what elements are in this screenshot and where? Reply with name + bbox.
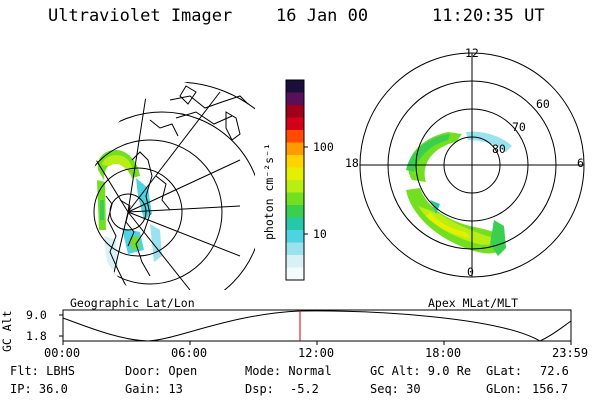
colorbar-cell <box>286 192 304 206</box>
colorbar-cell <box>286 155 304 168</box>
glon-value: 156.7 <box>532 382 569 396</box>
glat-value: 72.6 <box>540 364 569 378</box>
colorbar-cell <box>286 130 304 143</box>
colorbar-cell <box>286 205 304 218</box>
colorbar-cell <box>286 105 304 118</box>
colorbar-label: photon cm⁻²s⁻¹ <box>262 143 276 240</box>
dsp-value: -5.2 <box>290 382 319 396</box>
seq-info: Seq: 30 <box>370 382 421 396</box>
mlt-label-6: 6 <box>577 156 584 170</box>
colorbar-cell <box>286 242 304 256</box>
gain-info: Gain: 13 <box>125 382 183 396</box>
glat-label: GLat: <box>486 364 523 378</box>
timeline-xtick-2359: 23:59 <box>552 346 589 360</box>
lat-label-60: 60 <box>536 97 550 111</box>
mlt-label-18: 18 <box>345 156 359 170</box>
instrument-title: Ultraviolet Imager <box>48 6 233 26</box>
polar-aurora <box>406 131 512 256</box>
timeline-xtick-0600: 06:00 <box>171 346 208 360</box>
gc-alt-info: GC Alt: 9.0 Re <box>370 364 472 378</box>
geo-panel-label: Geographic Lat/Lon <box>70 296 195 310</box>
lat-label-70: 70 <box>512 120 526 134</box>
colorbar-cell <box>286 142 304 156</box>
colorbar-tick-100: 100 <box>313 140 334 154</box>
glon-label: GLon: <box>486 382 523 396</box>
timeline-ylabel: GC Alt <box>0 310 14 352</box>
colorbar-cell <box>286 217 304 231</box>
timeline-ytick-1-8: 1.8 <box>26 329 47 343</box>
colorbar-cell <box>286 255 304 268</box>
timeline-ytick-9: 9.0 <box>26 308 47 322</box>
colorbar-cell <box>286 180 304 193</box>
filter-info: Flt: LBHS <box>10 364 76 378</box>
timeline-xtick-1800: 18:00 <box>425 346 462 360</box>
colorbar-cell <box>286 167 304 181</box>
dsp-label: Dsp: <box>245 382 274 396</box>
polar-panel-label: Apex MLat/MLT <box>428 296 519 310</box>
colorbar-cell <box>286 117 304 131</box>
timeline-xtick-0000: 00:00 <box>44 346 81 360</box>
colorbar-cell <box>286 80 304 93</box>
colorbar-cell <box>286 92 304 106</box>
colorbar <box>285 79 308 281</box>
mlt-label-0: 0 <box>467 265 474 279</box>
colorbar-tick-10: 10 <box>313 227 327 241</box>
altitude-timeline <box>59 309 572 345</box>
geo-coastlines <box>105 80 249 287</box>
time-label: 11:20:35 UT <box>432 6 545 26</box>
colorbar-cell <box>286 267 304 281</box>
geo-aurora <box>97 150 162 270</box>
mode-info: Mode: Normal <box>245 364 332 378</box>
polar-plot <box>359 52 585 278</box>
colorbar-cell <box>286 230 304 243</box>
ip-info: IP: 36.0 <box>10 382 68 396</box>
lat-label-80: 80 <box>492 142 506 156</box>
date-label: 16 Jan 00 <box>276 6 369 26</box>
polar-grid <box>359 52 585 278</box>
door-info: Door: Open <box>125 364 198 378</box>
mlt-label-12: 12 <box>465 46 479 60</box>
timeline-xtick-1200: 12:00 <box>298 346 335 360</box>
